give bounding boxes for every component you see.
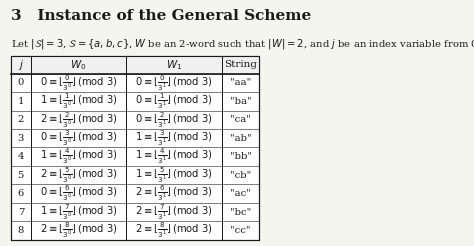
Text: $0 \equiv \lfloor\frac{3}{3^0}\rfloor\,(\mathrm{mod}\ 3)$: $0 \equiv \lfloor\frac{3}{3^0}\rfloor\,(…: [40, 128, 118, 148]
Text: 2: 2: [18, 115, 24, 124]
Text: "ac": "ac": [230, 189, 251, 198]
Text: $1 \equiv \lfloor\frac{3}{3^1}\rfloor\,(\mathrm{mod}\ 3)$: $1 \equiv \lfloor\frac{3}{3^1}\rfloor\,(…: [135, 128, 213, 148]
Text: $2 \equiv \lfloor\frac{2}{3^0}\rfloor\,(\mathrm{mod}\ 3)$: $2 \equiv \lfloor\frac{2}{3^0}\rfloor\,(…: [40, 110, 118, 130]
Text: 7: 7: [18, 208, 24, 216]
Text: 3: 3: [18, 134, 24, 143]
Text: "cb": "cb": [230, 171, 251, 180]
Text: $W_0$: $W_0$: [71, 58, 87, 72]
Bar: [11, 56, 259, 240]
Text: "bc": "bc": [230, 208, 251, 216]
Text: $0 \equiv \lfloor\frac{0}{3^1}\rfloor\,(\mathrm{mod}\ 3)$: $0 \equiv \lfloor\frac{0}{3^1}\rfloor\,(…: [135, 73, 213, 93]
Text: Let $|\mathcal{S}| = 3$, $\mathcal{S} = \{a, b, c\}$, $W$ be an 2-word such that: Let $|\mathcal{S}| = 3$, $\mathcal{S} = …: [11, 37, 474, 52]
Text: $1 \equiv \lfloor\frac{4}{3^1}\rfloor\,(\mathrm{mod}\ 3)$: $1 \equiv \lfloor\frac{4}{3^1}\rfloor\,(…: [135, 147, 213, 167]
Text: "bb": "bb": [229, 152, 252, 161]
Text: $0 \equiv \lfloor\frac{1}{3^1}\rfloor\,(\mathrm{mod}\ 3)$: $0 \equiv \lfloor\frac{1}{3^1}\rfloor\,(…: [135, 92, 213, 111]
Text: $2 \equiv \lfloor\frac{7}{3^1}\rfloor\,(\mathrm{mod}\ 3)$: $2 \equiv \lfloor\frac{7}{3^1}\rfloor\,(…: [135, 202, 213, 222]
Text: $2 \equiv \lfloor\frac{5}{3^0}\rfloor\,(\mathrm{mod}\ 3)$: $2 \equiv \lfloor\frac{5}{3^0}\rfloor\,(…: [40, 165, 118, 185]
Text: "aa": "aa": [230, 78, 251, 87]
Text: $1 \equiv \lfloor\frac{4}{3^0}\rfloor\,(\mathrm{mod}\ 3)$: $1 \equiv \lfloor\frac{4}{3^0}\rfloor\,(…: [40, 147, 118, 167]
Text: 8: 8: [18, 226, 24, 235]
Text: 3   Instance of the General Scheme: 3 Instance of the General Scheme: [11, 9, 311, 23]
Text: 6: 6: [18, 189, 24, 198]
Text: $1 \equiv \lfloor\frac{5}{3^1}\rfloor\,(\mathrm{mod}\ 3)$: $1 \equiv \lfloor\frac{5}{3^1}\rfloor\,(…: [135, 165, 213, 185]
Text: "ba": "ba": [230, 97, 251, 106]
Text: "ca": "ca": [230, 115, 251, 124]
Text: 5: 5: [18, 171, 24, 180]
Text: 0: 0: [18, 78, 24, 87]
Text: $2 \equiv \lfloor\frac{6}{3^1}\rfloor\,(\mathrm{mod}\ 3)$: $2 \equiv \lfloor\frac{6}{3^1}\rfloor\,(…: [135, 184, 213, 203]
Text: 4: 4: [18, 152, 24, 161]
Text: $1 \equiv \lfloor\frac{7}{3^0}\rfloor\,(\mathrm{mod}\ 3)$: $1 \equiv \lfloor\frac{7}{3^0}\rfloor\,(…: [40, 202, 118, 222]
Text: $2 \equiv \lfloor\frac{8}{3^0}\rfloor\,(\mathrm{mod}\ 3)$: $2 \equiv \lfloor\frac{8}{3^0}\rfloor\,(…: [40, 221, 118, 240]
Text: $1 \equiv \lfloor\frac{1}{3^0}\rfloor\,(\mathrm{mod}\ 3)$: $1 \equiv \lfloor\frac{1}{3^0}\rfloor\,(…: [40, 92, 118, 111]
Text: String: String: [224, 60, 257, 69]
Text: "ab": "ab": [230, 134, 251, 143]
Text: 1: 1: [18, 97, 24, 106]
Text: $2 \equiv \lfloor\frac{8}{3^1}\rfloor\,(\mathrm{mod}\ 3)$: $2 \equiv \lfloor\frac{8}{3^1}\rfloor\,(…: [135, 221, 213, 240]
Bar: [11, 56, 259, 74]
Text: $j$: $j$: [18, 58, 24, 72]
Text: "cc": "cc": [230, 226, 251, 235]
Text: $0 \equiv \lfloor\frac{0}{3^0}\rfloor\,(\mathrm{mod}\ 3)$: $0 \equiv \lfloor\frac{0}{3^0}\rfloor\,(…: [40, 73, 118, 93]
Text: $W_1$: $W_1$: [166, 58, 182, 72]
Text: $0 \equiv \lfloor\frac{2}{3^1}\rfloor\,(\mathrm{mod}\ 3)$: $0 \equiv \lfloor\frac{2}{3^1}\rfloor\,(…: [135, 110, 213, 130]
Text: $0 \equiv \lfloor\frac{6}{3^0}\rfloor\,(\mathrm{mod}\ 3)$: $0 \equiv \lfloor\frac{6}{3^0}\rfloor\,(…: [40, 184, 118, 203]
